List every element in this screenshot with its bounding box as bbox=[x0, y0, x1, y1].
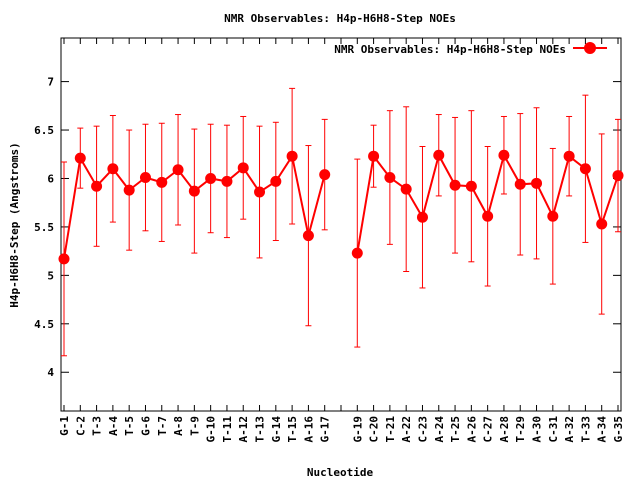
data-point bbox=[123, 184, 135, 196]
data-point bbox=[254, 186, 266, 198]
y-tick-label: 5 bbox=[47, 269, 54, 282]
data-point bbox=[368, 150, 380, 162]
data-point bbox=[91, 180, 103, 192]
x-tick-label: T-3 bbox=[91, 416, 104, 436]
x-tick-label: G-6 bbox=[139, 416, 152, 436]
x-tick-label: G-10 bbox=[205, 416, 218, 443]
data-point bbox=[579, 163, 591, 175]
data-point bbox=[237, 162, 249, 174]
y-tick-label: 5.5 bbox=[34, 221, 54, 234]
data-point bbox=[139, 172, 151, 184]
x-tick-label: A-30 bbox=[531, 416, 544, 443]
data-point bbox=[596, 218, 608, 230]
x-tick-label: A-26 bbox=[465, 416, 478, 443]
x-tick-label: T-15 bbox=[286, 416, 299, 443]
data-point bbox=[547, 210, 559, 222]
legend-entry-label: NMR Observables: H4p-H6H8-Step NOEs bbox=[334, 43, 566, 56]
series-layer bbox=[58, 87, 624, 357]
y-axis: 4 4.5 5 5.5 6 6.5 7 bbox=[34, 76, 621, 379]
legend: NMR Observables: H4p-H6H8-Step NOEs bbox=[334, 42, 607, 56]
y-tick-label: 7 bbox=[47, 76, 54, 89]
x-tick-label: T-11 bbox=[221, 416, 234, 443]
x-tick-label: T-13 bbox=[254, 416, 267, 443]
x-tick-label: A-24 bbox=[433, 416, 446, 443]
y-tick-label: 4 bbox=[47, 366, 54, 379]
data-point bbox=[205, 172, 217, 184]
x-tick-label: A-12 bbox=[237, 416, 250, 443]
legend-entry-marker bbox=[584, 42, 596, 54]
data-point bbox=[514, 178, 526, 190]
data-point bbox=[449, 179, 461, 191]
data-point bbox=[270, 175, 282, 187]
x-tick-label: A-4 bbox=[107, 416, 120, 436]
y-axis-label: H4p-H6H8-Step (Angstroms) bbox=[8, 142, 21, 308]
x-tick-label: T-5 bbox=[123, 416, 136, 436]
x-tick-label: T-21 bbox=[384, 416, 397, 443]
data-point bbox=[221, 175, 233, 187]
data-point bbox=[156, 176, 168, 188]
data-point bbox=[384, 172, 396, 184]
data-point bbox=[351, 247, 363, 259]
y-tick-label: 4.5 bbox=[34, 318, 54, 331]
x-tick-label: A-16 bbox=[302, 416, 315, 443]
y-tick-label: 6 bbox=[47, 172, 54, 185]
x-tick-label: T-29 bbox=[514, 416, 527, 443]
x-tick-label: A-32 bbox=[563, 416, 576, 443]
x-tick-label: A-28 bbox=[498, 416, 511, 443]
data-point bbox=[563, 150, 575, 162]
x-tick-label: T-9 bbox=[188, 416, 201, 436]
data-point bbox=[465, 180, 477, 192]
data-point bbox=[416, 211, 428, 223]
x-tick-label: G-14 bbox=[270, 416, 283, 443]
data-point bbox=[319, 169, 331, 181]
data-point bbox=[498, 149, 510, 161]
x-tick-label: G-1 bbox=[58, 416, 71, 436]
x-tick-label: T-7 bbox=[156, 416, 169, 436]
x-tick-label: A-8 bbox=[172, 416, 185, 436]
x-tick-label: C-20 bbox=[368, 416, 381, 443]
x-tick-label: A-34 bbox=[596, 416, 609, 443]
data-point bbox=[433, 149, 445, 161]
x-tick-label: G-35 bbox=[612, 416, 625, 443]
x-tick-label: G-17 bbox=[319, 416, 332, 443]
data-point bbox=[302, 230, 314, 242]
x-tick-label: C-23 bbox=[416, 416, 429, 443]
data-point bbox=[286, 150, 298, 162]
chart-title: NMR Observables: H4p-H6H8-Step NOEs bbox=[224, 12, 456, 25]
x-axis-label: Nucleotide bbox=[307, 466, 374, 479]
data-point bbox=[172, 164, 184, 176]
x-tick-label: C-27 bbox=[482, 416, 495, 443]
data-point bbox=[482, 210, 494, 222]
data-point bbox=[188, 185, 200, 197]
x-tick-label: A-22 bbox=[400, 416, 413, 443]
x-axis: G-1 C-2 T-3 A-4 T-5 G-6 T-7 A-8 T-9 G-10 T-11 A-12 T… bbox=[58, 38, 625, 443]
x-tick-label: T-25 bbox=[449, 416, 462, 443]
data-point bbox=[58, 253, 70, 265]
x-tick-label: C-2 bbox=[74, 416, 87, 436]
data-point bbox=[531, 177, 543, 189]
x-tick-label: C-31 bbox=[547, 416, 560, 443]
x-tick-label: T-33 bbox=[579, 416, 592, 443]
data-point bbox=[612, 170, 624, 182]
data-point bbox=[107, 163, 119, 175]
data-point bbox=[74, 152, 86, 164]
data-point bbox=[400, 183, 412, 195]
x-tick-label: G-19 bbox=[351, 416, 364, 443]
y-tick-label: 6.5 bbox=[34, 124, 54, 137]
